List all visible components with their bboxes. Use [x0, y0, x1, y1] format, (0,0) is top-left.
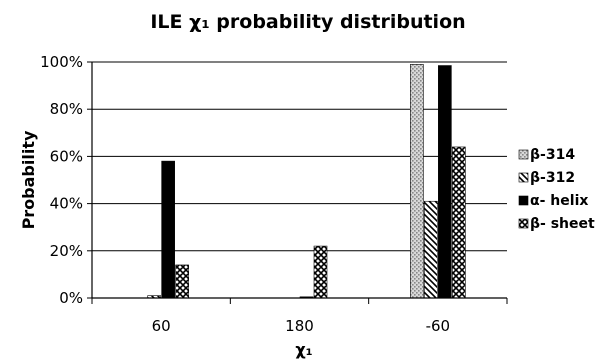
y-tick-label: 80%	[50, 100, 83, 118]
bar	[438, 65, 452, 299]
legend-label: β-314	[530, 147, 575, 163]
y-tick-label: 60%	[50, 147, 83, 165]
bar	[175, 264, 189, 299]
grid-lines	[92, 61, 507, 252]
x-tick-label: -60	[426, 317, 451, 335]
x-tick-label: 60	[152, 317, 171, 335]
y-axis-ticks: 0% 20% 40% 60% 80% 100%	[40, 53, 92, 307]
legend: β-314 β-312 α- helix β- sheet	[518, 147, 595, 232]
bar	[313, 245, 328, 299]
legend-swatch	[518, 195, 529, 206]
legend-swatch	[518, 218, 529, 229]
y-tick-label: 100%	[40, 53, 83, 71]
y-tick-label: 40%	[50, 195, 83, 213]
bars	[147, 64, 466, 299]
bar	[410, 64, 424, 299]
legend-label: β- sheet	[530, 216, 595, 232]
legend-swatch	[518, 149, 529, 160]
x-tick-label: 180	[285, 317, 314, 335]
bar	[161, 160, 175, 299]
bar	[424, 200, 438, 299]
chart-title: ILE χ₁ probability distribution	[150, 11, 465, 33]
bar	[452, 146, 466, 299]
legend-swatch	[518, 172, 529, 183]
y-tick-label: 0%	[59, 289, 83, 307]
y-tick-label: 20%	[50, 242, 83, 260]
legend-label: α- helix	[530, 193, 588, 209]
y-axis-label: Probability	[19, 130, 38, 229]
axes	[91, 62, 507, 299]
x-axis-ticks: 60 180 -60	[91, 298, 508, 335]
x-axis-label: χ₁	[295, 340, 312, 359]
legend-label: β-312	[530, 170, 575, 186]
